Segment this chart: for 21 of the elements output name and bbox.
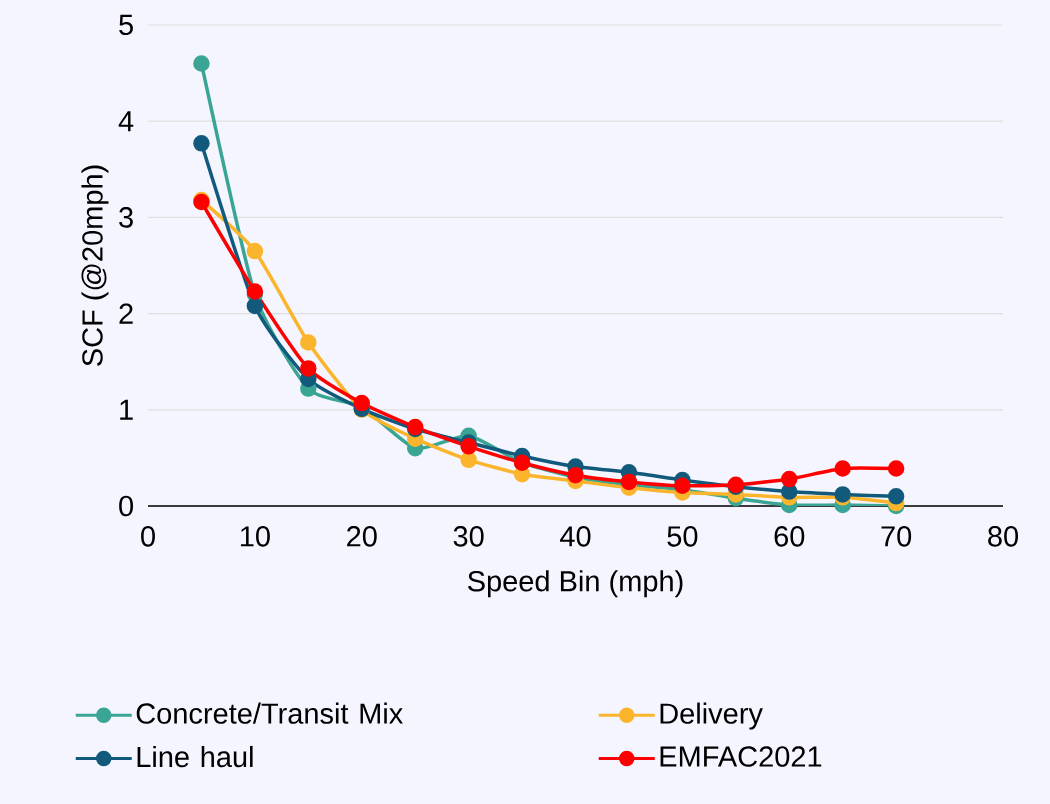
- legend-label: Delivery: [660, 702, 763, 730]
- x-tick-label: 60: [774, 526, 805, 547]
- y-tick-label: 0: [119, 495, 134, 517]
- x-tick-label: 30: [453, 526, 484, 547]
- y-tick-label: 2: [119, 303, 133, 324]
- y-tick-label: 3: [119, 207, 133, 228]
- legend-label: Concrete/Transit Mix: [136, 702, 403, 724]
- y-tick-label: 1: [120, 399, 133, 420]
- y-axis-title: SCF (@20mph): [81, 165, 109, 366]
- x-tick-label: 70: [881, 526, 912, 547]
- x-tick-label: 10: [240, 526, 270, 547]
- y-tick-label: 5: [119, 14, 133, 36]
- legend-label: Line haul: [137, 745, 253, 768]
- x-tick-label: 40: [560, 526, 591, 547]
- x-tick-label: 80: [988, 526, 1019, 547]
- x-tick-label: 50: [667, 526, 698, 547]
- x-tick-label: 0: [141, 526, 155, 547]
- x-tick-label: 20: [347, 526, 377, 547]
- x-axis-title: Speed Bin (mph): [468, 570, 683, 598]
- y-tick-label: 4: [118, 111, 134, 132]
- legend-label: EMFAC2021: [660, 746, 822, 767]
